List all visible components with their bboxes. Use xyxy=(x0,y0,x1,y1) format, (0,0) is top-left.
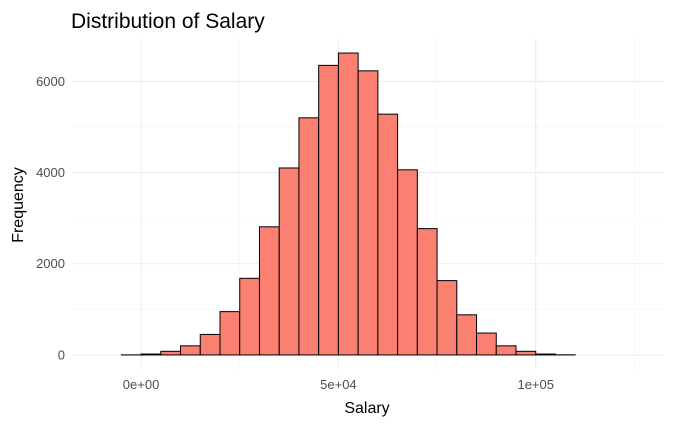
histogram-bar xyxy=(397,169,418,356)
histogram-bar xyxy=(219,311,241,356)
histogram-bar xyxy=(436,280,458,356)
histogram-bars xyxy=(120,52,576,356)
histogram-bar xyxy=(318,64,339,356)
y-tick-label: 2000 xyxy=(36,256,65,271)
histogram-bar xyxy=(239,277,260,356)
chart-title: Distribution of Salary xyxy=(71,10,265,33)
histogram-bar xyxy=(140,353,162,356)
histogram-bar xyxy=(199,333,221,356)
histogram-bar xyxy=(298,117,320,356)
histogram-bar xyxy=(258,226,280,356)
y-tick-label: 0 xyxy=(58,347,65,362)
histogram-bar xyxy=(515,350,537,356)
x-tick-label: 0e+00 xyxy=(123,377,160,392)
y-tick-label: 6000 xyxy=(36,74,65,89)
y-tick-label: 4000 xyxy=(36,165,65,180)
histogram-bar xyxy=(456,314,478,356)
x-tick-label: 1e+05 xyxy=(517,377,554,392)
y-axis-tick-labels: 0 2000 4000 6000 xyxy=(36,74,65,363)
histogram-bar xyxy=(495,345,517,356)
histogram-bar xyxy=(357,70,379,356)
histogram-bar xyxy=(416,228,438,356)
histogram-bar xyxy=(377,113,399,356)
y-axis-title: Frequency xyxy=(10,167,27,243)
x-axis-tick-labels: 0e+00 5e+04 1e+05 xyxy=(123,377,554,392)
histogram-bar xyxy=(278,167,300,356)
x-tick-label: 5e+04 xyxy=(320,377,357,392)
histogram-bar xyxy=(160,350,182,356)
histogram-bar xyxy=(180,345,201,356)
x-axis-title: Salary xyxy=(344,400,389,417)
histogram-bar xyxy=(535,353,556,356)
histogram-bar xyxy=(337,52,359,356)
histogram-bar xyxy=(476,332,497,356)
